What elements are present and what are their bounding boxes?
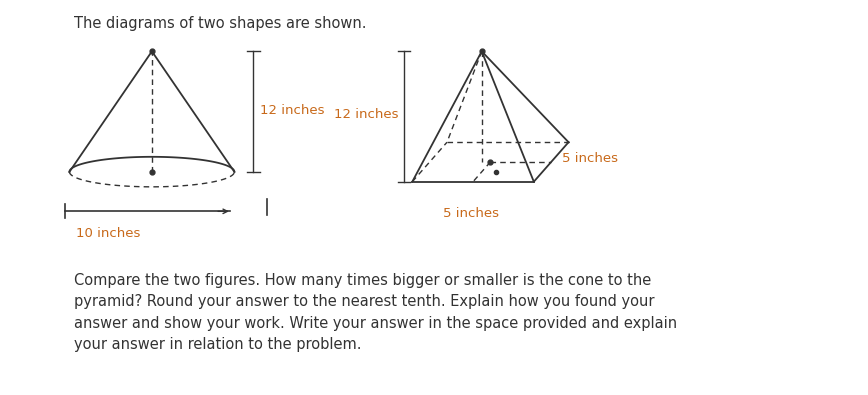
Text: 12 inches: 12 inches xyxy=(334,108,398,121)
Text: 5 inches: 5 inches xyxy=(562,152,619,164)
Text: Compare the two figures. How many times bigger or smaller is the cone to the
pyr: Compare the two figures. How many times … xyxy=(74,273,677,352)
Text: The diagrams of two shapes are shown.: The diagrams of two shapes are shown. xyxy=(74,16,366,31)
Text: 10 inches: 10 inches xyxy=(76,227,141,240)
Text: 12 inches: 12 inches xyxy=(260,104,325,117)
Text: 5 inches: 5 inches xyxy=(444,207,499,220)
